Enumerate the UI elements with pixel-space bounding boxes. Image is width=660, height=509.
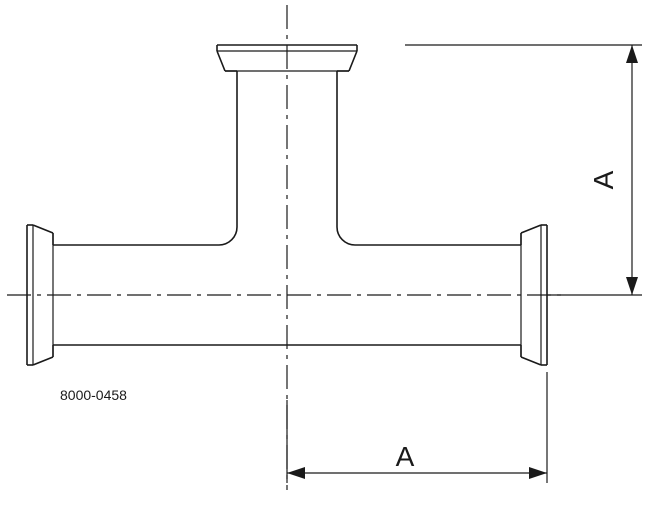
- dim-label-horizontal: A: [396, 441, 415, 472]
- part-number: 8000-0458: [60, 387, 127, 403]
- dim-label-vertical: A: [588, 170, 619, 189]
- tee-dimension-drawing: A A 8000-0458: [0, 0, 660, 509]
